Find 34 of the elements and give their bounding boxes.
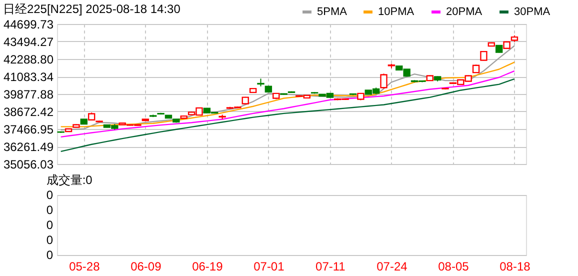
text: 0 [46, 188, 54, 202]
category-label: 07-11 [316, 260, 346, 274]
chart-title: 日经225[N225] 2025-08-18 14:30 [2, 2, 181, 16]
legend-label: 10PMA [378, 6, 415, 18]
y-tick-label: 35056.03 [3, 158, 54, 172]
line-series [60, 45, 516, 130]
text: 0 [46, 248, 54, 262]
y-tick-label: 42288.80 [3, 52, 54, 66]
y-tick-label: 38672.42 [3, 105, 54, 119]
category-label: 08-05 [438, 260, 470, 274]
text: 0 [46, 233, 54, 247]
text: 0 [46, 218, 54, 232]
y-tick-label: 37466.95 [3, 122, 54, 136]
candlestick [380, 73, 388, 90]
legend-label: 20PMA [446, 6, 483, 18]
line-series [60, 78, 516, 152]
category-label: 08-18 [500, 260, 531, 274]
y-tick-label: 43494.27 [3, 35, 54, 49]
category-label: 05-28 [69, 260, 100, 274]
text: 成交量:0 [46, 173, 93, 187]
y-tick-label: 44699.73 [3, 18, 54, 32]
y-tick-label: 39877.88 [3, 88, 54, 102]
y-tick-label: 36261.49 [3, 140, 54, 154]
y-tick-label: 41083.34 [3, 70, 54, 84]
category-label: 07-24 [376, 260, 408, 274]
line-series [60, 62, 516, 128]
legend-label: 5PMA [317, 6, 348, 18]
candlestick [480, 50, 488, 62]
category-label: 06-09 [130, 260, 162, 274]
category-label: 06-19 [192, 260, 224, 274]
category-label: 07-01 [254, 260, 285, 274]
text: 0 [46, 203, 54, 217]
line-series [60, 70, 516, 138]
legend-label: 30PMA [514, 6, 551, 18]
